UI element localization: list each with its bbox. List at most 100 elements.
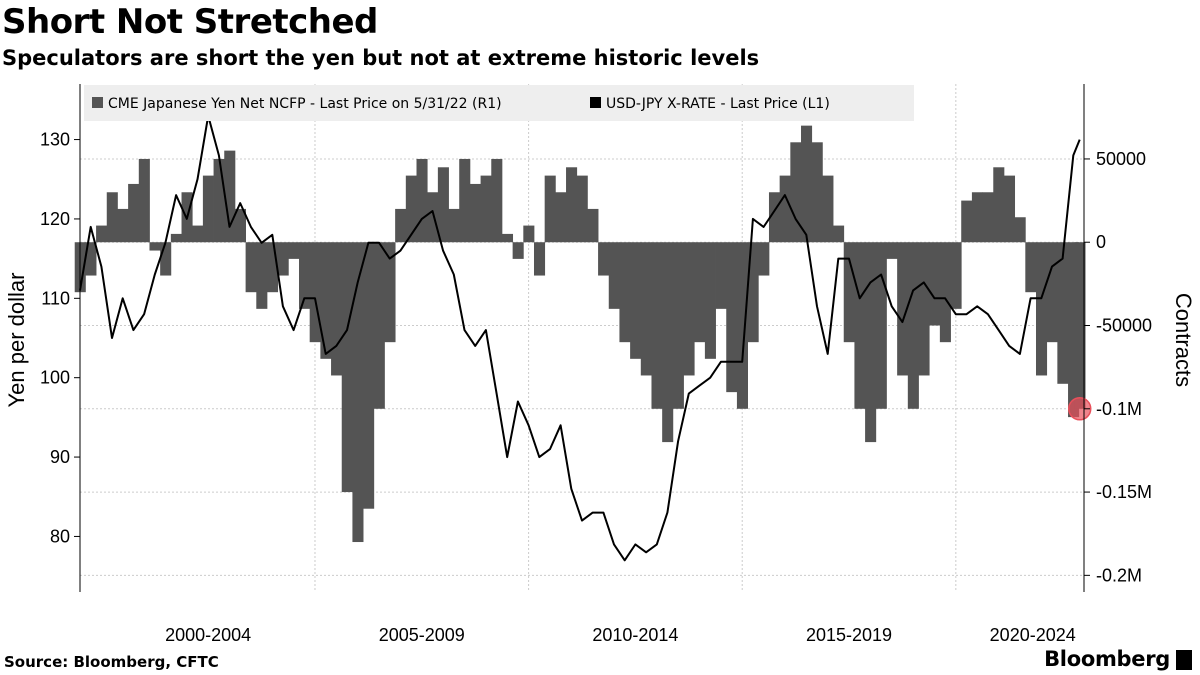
bar bbox=[437, 167, 449, 243]
bar bbox=[897, 242, 909, 376]
bar bbox=[1014, 217, 1026, 243]
left-tick-label: 110 bbox=[41, 288, 70, 308]
bar bbox=[299, 242, 311, 309]
tick-labels: 50000 0 -50000 -0.1M -0.15M -0.2M 80 90 100 110 12… bbox=[40, 130, 1152, 645]
bar-series bbox=[74, 125, 1086, 543]
bar bbox=[491, 158, 503, 243]
bar bbox=[694, 242, 706, 343]
chart-subtitle: Speculators are short the yen but not at… bbox=[2, 46, 760, 70]
grid-lines bbox=[80, 84, 1084, 592]
bar bbox=[277, 242, 289, 276]
bloomberg-terminal-icon bbox=[1176, 650, 1192, 670]
bar bbox=[608, 242, 620, 309]
bar bbox=[929, 242, 941, 326]
bar bbox=[331, 242, 343, 376]
right-tick-label: -0.15M bbox=[1096, 482, 1152, 502]
legend-swatch-line bbox=[590, 97, 601, 108]
bar bbox=[854, 242, 866, 409]
bar bbox=[128, 183, 140, 243]
x-tick-label: 2020-2024 bbox=[990, 625, 1076, 645]
bar bbox=[213, 158, 225, 243]
bar bbox=[736, 242, 748, 409]
bar bbox=[640, 242, 652, 376]
bar bbox=[149, 242, 161, 251]
bar bbox=[715, 242, 727, 309]
right-tick-label: -0.1M bbox=[1096, 399, 1142, 419]
bar bbox=[85, 242, 97, 276]
bar bbox=[320, 242, 332, 359]
bar bbox=[1046, 242, 1058, 343]
axes bbox=[74, 84, 1090, 592]
bar bbox=[395, 208, 407, 243]
left-tick-label: 90 bbox=[50, 447, 70, 467]
bar bbox=[427, 192, 439, 243]
legend-swatch-bars bbox=[92, 97, 103, 108]
bar bbox=[202, 175, 214, 243]
bar bbox=[363, 242, 375, 509]
bar bbox=[865, 242, 877, 443]
bar bbox=[598, 242, 610, 276]
bar bbox=[662, 242, 674, 443]
legend-label-bars: CME Japanese Yen Net NCFP - Last Price o… bbox=[108, 96, 502, 112]
bar bbox=[1025, 242, 1037, 293]
bar bbox=[576, 175, 588, 243]
usd-jpy-line bbox=[79, 114, 1081, 562]
bar bbox=[758, 242, 770, 276]
x-tick-label: 2015-2019 bbox=[806, 625, 892, 645]
bar bbox=[309, 242, 321, 343]
left-tick-label: 120 bbox=[40, 209, 70, 229]
bar bbox=[672, 242, 684, 409]
bar bbox=[961, 200, 973, 243]
bar bbox=[160, 242, 172, 276]
legend-background bbox=[84, 85, 914, 121]
bar bbox=[993, 167, 1005, 243]
bar bbox=[448, 208, 460, 243]
bar bbox=[886, 242, 898, 259]
bar bbox=[138, 158, 150, 243]
bar bbox=[790, 142, 802, 243]
left-axis-title: Yen per dollar bbox=[4, 273, 29, 408]
bar bbox=[459, 158, 471, 243]
bar bbox=[512, 242, 524, 259]
left-tick-label: 100 bbox=[40, 368, 70, 388]
line-series bbox=[79, 114, 1092, 562]
bar bbox=[480, 175, 492, 243]
bar bbox=[245, 242, 257, 293]
bloomberg-logo: Bloomberg bbox=[1044, 647, 1170, 671]
bar bbox=[555, 192, 567, 243]
left-tick-label: 130 bbox=[40, 130, 70, 150]
bar bbox=[170, 233, 182, 243]
bar bbox=[384, 242, 396, 343]
bar bbox=[907, 242, 919, 409]
left-tick-label: 80 bbox=[50, 526, 70, 546]
bar bbox=[1035, 242, 1048, 376]
bar bbox=[918, 242, 930, 376]
bar bbox=[811, 142, 823, 243]
bar bbox=[352, 242, 364, 543]
bar bbox=[619, 242, 631, 343]
bar bbox=[416, 158, 428, 243]
bar bbox=[256, 242, 268, 309]
x-tick-label: 2000-2004 bbox=[165, 625, 251, 645]
bar bbox=[234, 208, 246, 243]
right-tick-label: -50000 bbox=[1096, 316, 1152, 336]
bar bbox=[950, 242, 962, 309]
bar bbox=[1074, 242, 1086, 409]
bar bbox=[523, 225, 535, 243]
bar bbox=[469, 183, 481, 243]
bar bbox=[843, 242, 855, 343]
right-tick-label: 50000 bbox=[1096, 149, 1146, 169]
bar bbox=[939, 242, 951, 343]
bar bbox=[779, 175, 791, 243]
legend: CME Japanese Yen Net NCFP - Last Price o… bbox=[84, 85, 914, 121]
bar bbox=[704, 242, 716, 359]
bar bbox=[501, 233, 514, 243]
bar bbox=[822, 175, 834, 243]
bar bbox=[801, 125, 813, 243]
legend-label-line: USD-JPY X-RATE - Last Price (L1) bbox=[606, 96, 830, 112]
bar bbox=[224, 150, 236, 243]
right-tick-label: 0 bbox=[1096, 232, 1106, 252]
bar bbox=[533, 242, 546, 276]
bar bbox=[117, 208, 129, 243]
bar bbox=[587, 208, 599, 243]
